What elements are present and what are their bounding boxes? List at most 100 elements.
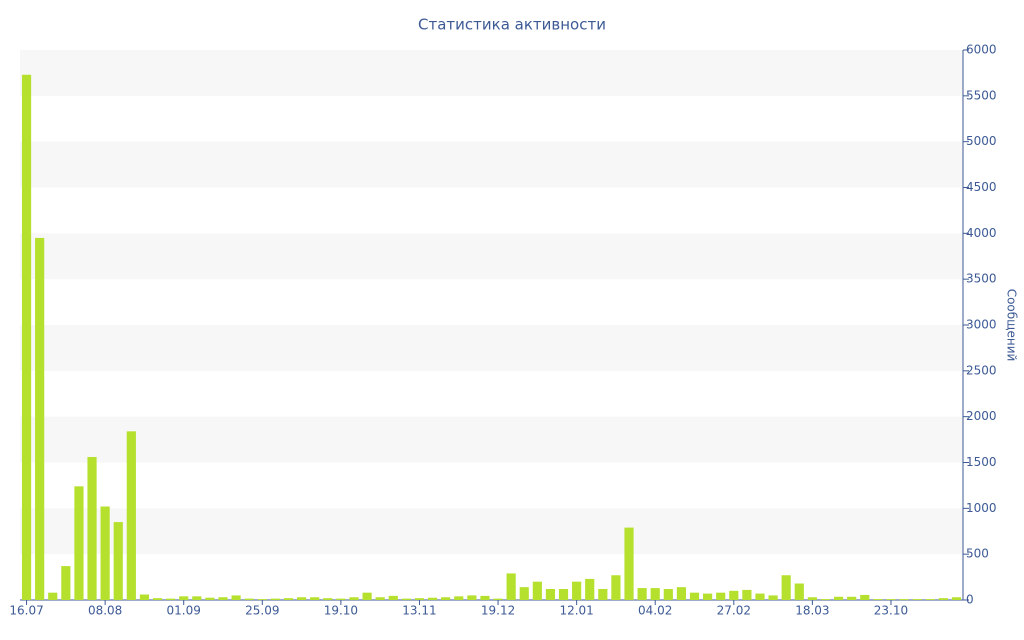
x-tick-label: 08.08 bbox=[88, 604, 122, 618]
bar bbox=[820, 599, 831, 600]
y-tick-label: 3000 bbox=[966, 318, 997, 332]
bar bbox=[807, 597, 817, 600]
bar bbox=[283, 598, 294, 600]
bar bbox=[166, 598, 176, 600]
bar bbox=[336, 598, 346, 600]
bar bbox=[179, 596, 189, 600]
bar bbox=[716, 592, 726, 600]
bar bbox=[925, 599, 935, 600]
bar bbox=[951, 597, 962, 600]
bar bbox=[100, 506, 110, 600]
bar bbox=[650, 588, 660, 600]
bar bbox=[611, 575, 621, 600]
y-tick-label: 3500 bbox=[966, 272, 997, 286]
bar bbox=[35, 237, 45, 600]
bar bbox=[703, 593, 713, 600]
bar bbox=[87, 457, 97, 600]
bar bbox=[663, 589, 673, 600]
x-tick-label: 01.09 bbox=[167, 604, 201, 618]
bar bbox=[506, 573, 516, 600]
bar bbox=[270, 598, 280, 600]
x-tick-label: 16.07 bbox=[9, 604, 43, 618]
y-tick-label: 5000 bbox=[966, 134, 997, 148]
bar bbox=[755, 593, 765, 600]
bar bbox=[362, 592, 372, 600]
bar bbox=[126, 431, 136, 600]
bar bbox=[689, 592, 700, 600]
x-tick-label: 18.03 bbox=[795, 604, 829, 618]
bar bbox=[860, 594, 870, 600]
bar bbox=[454, 596, 464, 600]
bar bbox=[297, 597, 307, 600]
x-tick-label: 19.10 bbox=[324, 604, 358, 618]
bar bbox=[873, 599, 883, 600]
bar bbox=[572, 581, 582, 600]
y-axis-title: Сообщений bbox=[1005, 289, 1019, 362]
bar bbox=[558, 589, 569, 600]
bar bbox=[912, 599, 922, 600]
bar bbox=[244, 598, 254, 600]
y-tick-label: 1000 bbox=[966, 501, 997, 515]
bar bbox=[598, 589, 608, 600]
bar bbox=[847, 596, 857, 600]
bar bbox=[231, 595, 241, 600]
bar bbox=[938, 598, 948, 600]
bar bbox=[886, 599, 896, 600]
bar bbox=[441, 597, 451, 600]
bar bbox=[742, 589, 752, 600]
bar bbox=[414, 598, 425, 600]
y-tick-label: 2500 bbox=[966, 363, 997, 377]
grid-band bbox=[20, 233, 963, 280]
bar bbox=[113, 522, 123, 600]
bar bbox=[401, 598, 411, 600]
y-tick-label: 4500 bbox=[966, 180, 997, 194]
bar bbox=[794, 583, 804, 600]
bar bbox=[427, 597, 438, 600]
grid-band bbox=[20, 416, 963, 463]
bar bbox=[375, 597, 385, 600]
bar bbox=[781, 575, 791, 600]
bar bbox=[493, 598, 503, 600]
bar bbox=[48, 592, 58, 600]
bar bbox=[624, 527, 634, 600]
y-tick-label: 4000 bbox=[966, 226, 997, 240]
y-tick-label: 500 bbox=[966, 547, 989, 561]
bar bbox=[349, 597, 359, 600]
bar bbox=[676, 587, 686, 600]
y-tick-label: 1500 bbox=[966, 455, 997, 469]
bar bbox=[61, 566, 71, 600]
bar bbox=[257, 599, 267, 600]
x-tick-label: 04.02 bbox=[638, 604, 672, 618]
bar bbox=[833, 596, 844, 600]
grid-band bbox=[20, 141, 963, 188]
bar bbox=[21, 74, 32, 600]
y-tick-label: 2000 bbox=[966, 409, 997, 423]
grid-band bbox=[20, 508, 963, 555]
bar bbox=[467, 595, 477, 600]
bar bbox=[899, 599, 909, 600]
bar bbox=[218, 597, 228, 600]
bar bbox=[519, 587, 529, 600]
bar bbox=[323, 598, 333, 600]
chart-title: Статистика активности bbox=[418, 16, 606, 34]
bar bbox=[637, 588, 647, 600]
bar bbox=[480, 595, 490, 600]
bar bbox=[768, 595, 778, 600]
bar bbox=[192, 596, 202, 600]
bar bbox=[729, 590, 739, 600]
x-tick-label: 13.11 bbox=[402, 604, 436, 618]
x-tick-label: 27.02 bbox=[717, 604, 751, 618]
bar bbox=[532, 581, 542, 600]
bar bbox=[74, 486, 84, 600]
x-tick-label: 12.01 bbox=[559, 604, 593, 618]
y-tick-label: 5500 bbox=[966, 88, 997, 102]
x-tick-label: 23.10 bbox=[874, 604, 908, 618]
bar bbox=[205, 597, 215, 600]
grid-band bbox=[20, 50, 963, 96]
bar bbox=[139, 594, 150, 600]
bar bbox=[388, 595, 398, 600]
grid-band bbox=[20, 325, 963, 371]
bar bbox=[310, 597, 320, 600]
bar bbox=[152, 598, 163, 600]
